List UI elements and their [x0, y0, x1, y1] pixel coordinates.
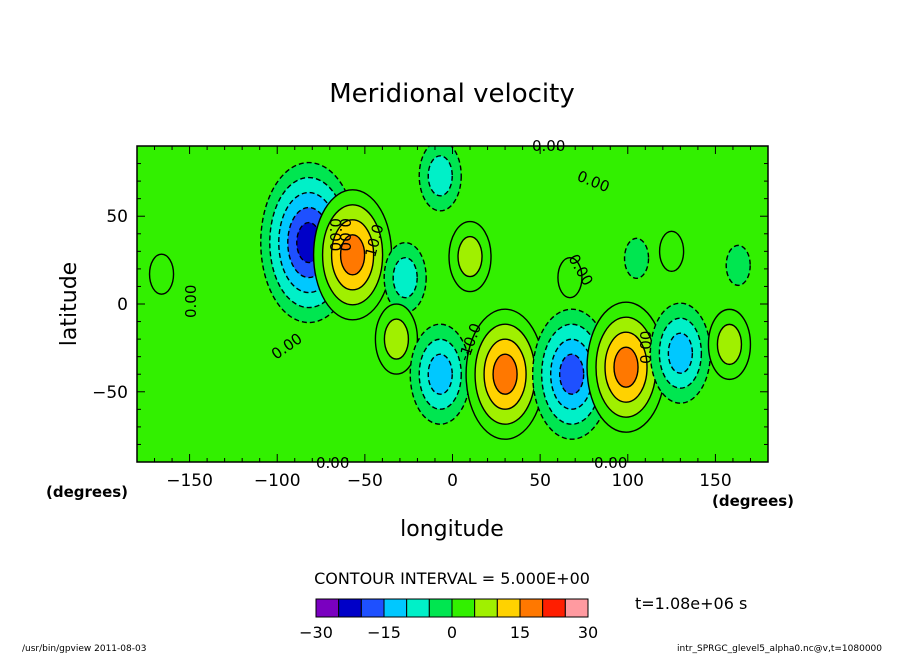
contour-band — [427, 353, 453, 395]
colorbar-tick-label: 15 — [510, 623, 530, 642]
colorbar-swatch — [360, 598, 385, 618]
contour-band — [613, 346, 639, 388]
y-axis-units: (degrees) — [46, 483, 128, 501]
contour-label: 0.00 — [594, 454, 627, 472]
extremum-cell — [148, 253, 175, 295]
colorbar-swatch — [315, 598, 340, 618]
colorbar-tick-label: −15 — [367, 623, 401, 642]
contour-labels: 0.00 0.00 0.00 0.00 0.00 0.00 0.00 0.00 … — [182, 137, 655, 472]
colorbar-tick-label: 0 — [447, 623, 457, 642]
footer-right: intr_SPRGC_glevel5_alpha0.nc@v,t=1080000 — [677, 644, 882, 654]
contour-label: 0.00 — [336, 218, 354, 251]
contour-label: 0.00 — [316, 454, 349, 472]
contour-band — [716, 323, 743, 366]
y-axis-ticks: 50 0 −50 — [92, 145, 768, 463]
contour-label: 0.00 — [182, 285, 200, 318]
contour-label: 0.00 — [532, 137, 565, 155]
extremum-cell — [586, 301, 666, 433]
contour-band — [557, 256, 583, 299]
contour-label: 0.00 — [326, 218, 344, 251]
contour-label: 0.00 — [637, 331, 655, 364]
extremum-cell — [374, 303, 419, 375]
footer-left: /usr/bin/gpview 2011-08-03 — [22, 644, 146, 654]
contour-band — [148, 253, 175, 295]
time-label: t=1.08e+06 s — [635, 594, 747, 613]
x-tick-label: −100 — [254, 471, 301, 491]
colorbar-swatch — [451, 598, 476, 618]
contour-band — [558, 353, 585, 395]
contour-interval-label: CONTOUR INTERVAL = 5.000E+00 — [314, 569, 590, 588]
contour-band — [725, 244, 751, 287]
contour-band — [383, 318, 410, 360]
y-tick-label: −50 — [92, 383, 128, 403]
colorbar-swatch — [338, 598, 362, 618]
extremum-cell — [623, 237, 650, 280]
colorbar-swatch — [542, 598, 566, 618]
y-axis-label: latitude — [57, 262, 82, 346]
x-tick-label: 150 — [699, 471, 731, 491]
extremum-cell — [465, 308, 545, 440]
y-tick-label: 50 — [106, 207, 128, 227]
extremum-cell — [383, 241, 427, 314]
x-tick-label: −50 — [347, 471, 383, 491]
x-tick-label: 50 — [529, 471, 551, 491]
y-tick-label: 0 — [117, 295, 128, 315]
contour-band — [392, 256, 418, 299]
contour-band — [667, 332, 694, 374]
contour-band — [339, 234, 366, 276]
colorbar-swatch — [564, 598, 589, 618]
extremum-cell — [312, 189, 393, 321]
contour-field — [148, 146, 752, 440]
extremum-cell — [409, 323, 471, 425]
colorbar-tick-label: 30 — [578, 623, 598, 642]
x-tick-label: −150 — [166, 471, 213, 491]
extremum-cell — [707, 308, 752, 381]
x-axis-ticks: −150 −100 −50 0 50 100 150 — [136, 146, 769, 491]
contour-band — [457, 235, 483, 278]
colorbar-swatch — [428, 598, 453, 618]
extremum-cell — [725, 244, 751, 287]
colorbar-swatch — [519, 598, 544, 618]
colorbar-swatch — [383, 598, 408, 618]
extremum-cell — [557, 256, 583, 299]
extremum-cell — [649, 302, 712, 404]
colorbar-tick-label: −30 — [299, 623, 333, 642]
x-axis-units: (degrees) — [712, 492, 794, 510]
chart-title: Meridional velocity — [329, 79, 575, 109]
extremum-cell — [418, 146, 462, 212]
x-tick-label: 100 — [612, 471, 644, 491]
colorbar-swatch — [474, 598, 498, 618]
extremum-cell — [658, 230, 685, 273]
x-axis-label: longitude — [400, 517, 504, 542]
colorbar: −30 −15 0 15 30 — [299, 598, 598, 642]
x-tick-label: 0 — [447, 471, 458, 491]
colorbar-swatch — [406, 598, 430, 618]
contour-band — [658, 230, 685, 273]
colorbar-swatch — [496, 598, 521, 618]
contour-band — [623, 237, 650, 280]
contour-band — [427, 155, 453, 197]
extremum-cell — [448, 220, 492, 293]
contour-band — [492, 353, 518, 395]
